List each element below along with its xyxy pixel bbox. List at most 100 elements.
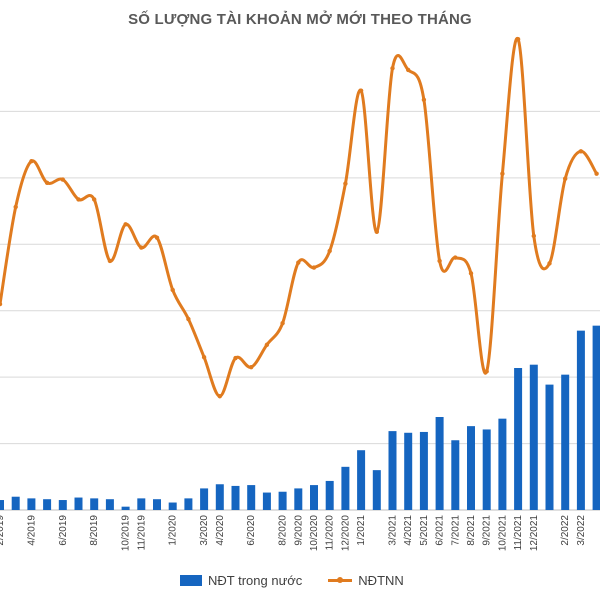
x-tick-label: 10/2019 [121, 515, 132, 552]
legend-item-line: NĐTNN [328, 573, 404, 588]
bar [482, 429, 491, 510]
bar [231, 485, 240, 510]
line-point [170, 287, 175, 293]
line-point [264, 342, 270, 347]
x-tick-label: 4/2021 [403, 515, 414, 546]
bar [388, 431, 397, 510]
line-point [217, 394, 222, 399]
bar [576, 330, 585, 510]
x-axis-tick-labels: 2/2019 4/2019 6/2019 8/2019 10/2019 11/2019 1/… [0, 515, 587, 552]
x-tick-label: 11/2020 [325, 515, 336, 551]
legend-label-bar: NĐT trong nước [208, 572, 303, 588]
x-tick-label: 4/2020 [215, 515, 226, 546]
bar [58, 500, 67, 510]
legend-item-bar: NĐT trong nước [180, 573, 302, 588]
bar [357, 450, 366, 510]
x-tick-label: 10/2020 [309, 515, 320, 552]
line-point [123, 222, 128, 227]
x-tick-label: 5/2021 [419, 515, 430, 546]
bar [200, 488, 209, 510]
bar [215, 484, 224, 510]
bar [514, 368, 523, 510]
line-point [437, 258, 442, 264]
x-tick-label: 11/2019 [136, 515, 147, 551]
bar [153, 499, 161, 510]
line-point [578, 149, 584, 154]
line-point [107, 258, 113, 264]
x-tick-label: 9/2020 [293, 515, 304, 546]
line-point [280, 320, 285, 326]
legend-label-line: NĐTNN [358, 572, 404, 588]
line-series-ndtnn [0, 36, 599, 399]
line-point [139, 245, 144, 250]
bar [0, 500, 4, 510]
x-tick-label: 3/2020 [199, 515, 210, 546]
bar [262, 492, 271, 510]
line-swatch-icon [328, 575, 353, 586]
bar-series-ndt-trong-nuoc [0, 325, 600, 510]
bar [404, 432, 413, 510]
x-tick-label: 3/2021 [388, 515, 399, 546]
line-point [563, 176, 568, 181]
line-point [531, 233, 536, 239]
x-tick-label: 8/2019 [89, 515, 100, 546]
x-tick-label: 10/2021 [497, 515, 508, 552]
ndtnn-line [0, 37, 598, 398]
bar [341, 466, 350, 510]
x-tick-label: 7/2021 [450, 515, 461, 546]
bar [11, 496, 20, 510]
bar [184, 498, 193, 510]
bar [105, 499, 114, 510]
line-point [13, 204, 18, 210]
line-point [406, 67, 411, 73]
x-tick-label: 9/2021 [482, 515, 493, 546]
line-point [92, 197, 97, 202]
x-tick-label: 8/2021 [466, 515, 477, 546]
bar [435, 417, 444, 510]
gridlines [0, 110, 600, 511]
line-point [594, 171, 599, 176]
line-point [421, 97, 427, 103]
line-point [76, 197, 81, 202]
bar [90, 498, 99, 510]
line-point [374, 229, 379, 235]
legend: NĐT trong nước NĐTNN [180, 570, 430, 590]
bar [545, 384, 554, 510]
bar [325, 480, 334, 510]
line-point [201, 355, 207, 360]
line-point [186, 316, 191, 322]
line-point [296, 260, 301, 265]
line-point [154, 235, 160, 240]
bar [467, 426, 475, 510]
x-tick-label: 6/2020 [246, 515, 257, 546]
x-tick-label: 2/2019 [0, 515, 6, 546]
x-tick-label: 12/2020 [340, 515, 351, 552]
bar [278, 491, 287, 510]
line-point [233, 355, 238, 361]
line-point [327, 248, 332, 254]
line-point [44, 180, 50, 186]
bar [247, 485, 256, 510]
bar [137, 498, 146, 510]
x-tick-label: 1/2021 [356, 515, 367, 546]
bar [74, 497, 83, 510]
line-point [547, 261, 552, 266]
bar [529, 364, 538, 510]
line-point [390, 66, 395, 71]
line-point [60, 177, 65, 182]
line-point [311, 265, 317, 270]
x-tick-label: 8/2020 [278, 515, 289, 546]
line-point [0, 301, 3, 307]
bar [561, 374, 570, 510]
line-point [358, 88, 364, 93]
x-tick-label: 4/2019 [26, 515, 37, 546]
x-tick-label: 1/2020 [168, 515, 179, 546]
line-point [500, 171, 505, 176]
line-point [29, 159, 34, 164]
chart-title: SỐ LƯỢNG TÀI KHOẢN MỞ MỚI THEO THÁNG [128, 11, 472, 28]
bar [168, 502, 177, 510]
bar [27, 498, 36, 510]
line-point [343, 181, 348, 186]
bar [372, 470, 381, 510]
line-point [468, 271, 474, 276]
